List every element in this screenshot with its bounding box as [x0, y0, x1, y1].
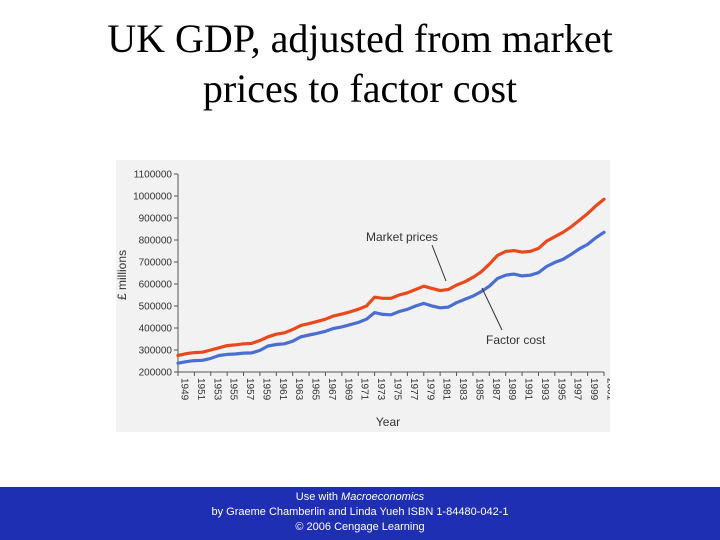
x-tick-label: 1979 [424, 378, 435, 401]
y-tick-label: 400000 [139, 324, 173, 335]
gdp-line-chart: 200000 300000 400000 500000 600000 700000 8000… [116, 170, 611, 430]
x-tick-label: 1971 [359, 378, 370, 401]
y-tick-label: 500000 [139, 302, 173, 313]
x-tick-label: 1963 [293, 378, 304, 401]
y-tick-label: 700000 [139, 258, 173, 269]
annotation-factor-cost-arrow [481, 287, 503, 331]
slide-title: UK GDP, adjusted from market prices to f… [60, 14, 660, 114]
x-tick-label: 1995 [555, 378, 566, 401]
footer-book-title: Macroeconomics [341, 491, 425, 503]
x-tick-label: 1951 [195, 378, 206, 401]
x-axis-ticks: 1949 1951 1953 1955 1957 1959 1961 1963 1965 1967… [177, 372, 611, 401]
x-tick-label: 1977 [408, 378, 419, 401]
x-axis-title: Year [376, 415, 400, 429]
x-tick-label: 1991 [523, 378, 534, 401]
chart-panel: 200000 300000 400000 500000 600000 700000 8000… [116, 160, 610, 432]
y-tick-label: 200000 [139, 368, 173, 379]
footer-line3: © 2006 Cengage Learning [295, 521, 425, 533]
y-axis-title: £ millions [116, 250, 129, 300]
y-axis-ticks: 200000 300000 400000 500000 600000 700000 8000… [133, 170, 178, 379]
annotation-market-prices: Market prices [366, 230, 438, 244]
footer-line1-prefix: Use with [295, 491, 342, 503]
x-tick-label: 1961 [277, 378, 288, 401]
x-tick-label: 1987 [490, 378, 501, 401]
x-tick-label: 2001 [605, 378, 611, 401]
x-tick-label: 1965 [310, 378, 321, 401]
x-tick-label: 1953 [211, 378, 222, 401]
slide-title-line1: UK GDP, adjusted from market [107, 16, 613, 61]
footer-line1: Use with Macroeconomics [0, 490, 720, 505]
y-tick-label: 1000000 [133, 192, 172, 203]
x-tick-label: 1989 [506, 378, 517, 401]
x-tick-label: 1997 [572, 378, 583, 401]
y-tick-label: 1100000 [134, 170, 173, 181]
y-tick-label: 300000 [139, 346, 173, 357]
x-tick-label: 1959 [260, 378, 271, 401]
slide-title-line2: prices to factor cost [202, 66, 518, 111]
x-tick-label: 1981 [441, 378, 452, 401]
series-line-market-prices [176, 197, 606, 358]
y-tick-label: 900000 [139, 214, 173, 225]
x-tick-label: 1975 [392, 378, 403, 401]
x-tick-label: 1983 [457, 378, 468, 401]
x-tick-label: 1999 [588, 378, 599, 401]
y-tick-label: 600000 [139, 280, 173, 291]
x-tick-label: 1969 [342, 378, 353, 401]
y-tick-label: 800000 [139, 236, 173, 247]
annotation-market-prices-arrow [431, 244, 447, 282]
series-layer [176, 197, 606, 365]
footer-bar: Use with Macroeconomics by Graeme Chambe… [0, 487, 720, 540]
x-tick-label: 1957 [244, 378, 255, 401]
x-tick-label: 1955 [228, 378, 239, 401]
x-tick-label: 1949 [179, 378, 190, 401]
x-tick-label: 1985 [473, 378, 484, 401]
annotation-factor-cost: Factor cost [486, 333, 546, 347]
x-tick-label: 1967 [326, 378, 337, 401]
x-tick-label: 1973 [375, 378, 386, 401]
x-tick-label: 1993 [539, 378, 550, 401]
series-line-factor-cost [176, 230, 606, 365]
footer-line2: by Graeme Chamberlin and Linda Yueh ISBN… [211, 506, 509, 518]
